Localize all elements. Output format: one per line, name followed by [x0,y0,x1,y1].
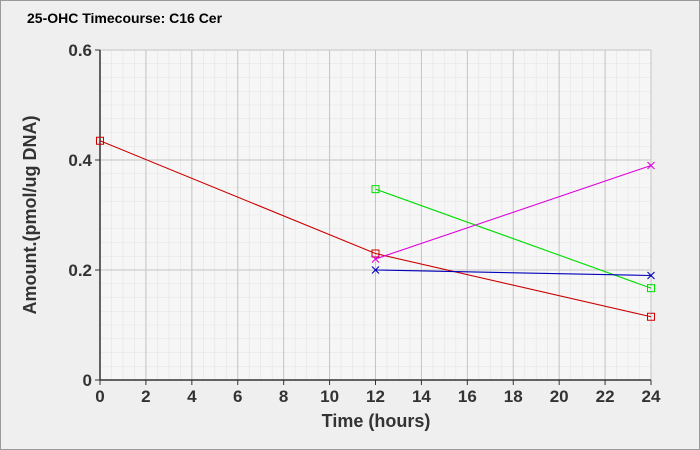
data-point-x [647,271,655,280]
y-axis-label: Amount.(pmol/ug DNA) [20,116,40,315]
y-tick-label: 0.6 [68,41,92,60]
x-tick-label: 4 [187,387,197,406]
data-point-x [371,266,380,274]
series-line-4 [375,269,652,277]
data-point-square [96,136,104,145]
x-tick-label: 16 [458,387,477,406]
y-tick-label: 0.4 [68,151,92,170]
series-group [96,136,655,321]
y-tick-label: 0 [83,371,92,390]
x-tick-label: 12 [366,387,385,406]
chart-title: 25-OHC Timecourse: C16 Cer [27,10,223,26]
x-tick-label: 22 [596,387,615,406]
x-tick-label: 0 [95,387,104,406]
data-point-x [647,161,655,170]
x-tick-label: 18 [504,387,523,406]
x-tick-label: 8 [279,387,288,406]
data-point-square [647,284,655,293]
data-point-square [371,185,380,194]
data-point-square [371,249,380,258]
data-point-square [647,312,655,321]
x-tick-label: 10 [320,387,339,406]
x-tick-label: 20 [550,387,569,406]
y-tick-label: 0.2 [68,261,92,280]
data-point-x [371,255,380,263]
series-line-3 [375,164,652,260]
x-tick-label: 2 [141,387,150,406]
x-tick-label: 24 [642,387,661,406]
series-line-1 [99,140,652,318]
x-tick-label: 14 [412,387,431,406]
x-axis-label: Time (hours) [322,411,431,431]
x-tick-label: 6 [233,387,242,406]
series-line-2 [375,188,652,289]
